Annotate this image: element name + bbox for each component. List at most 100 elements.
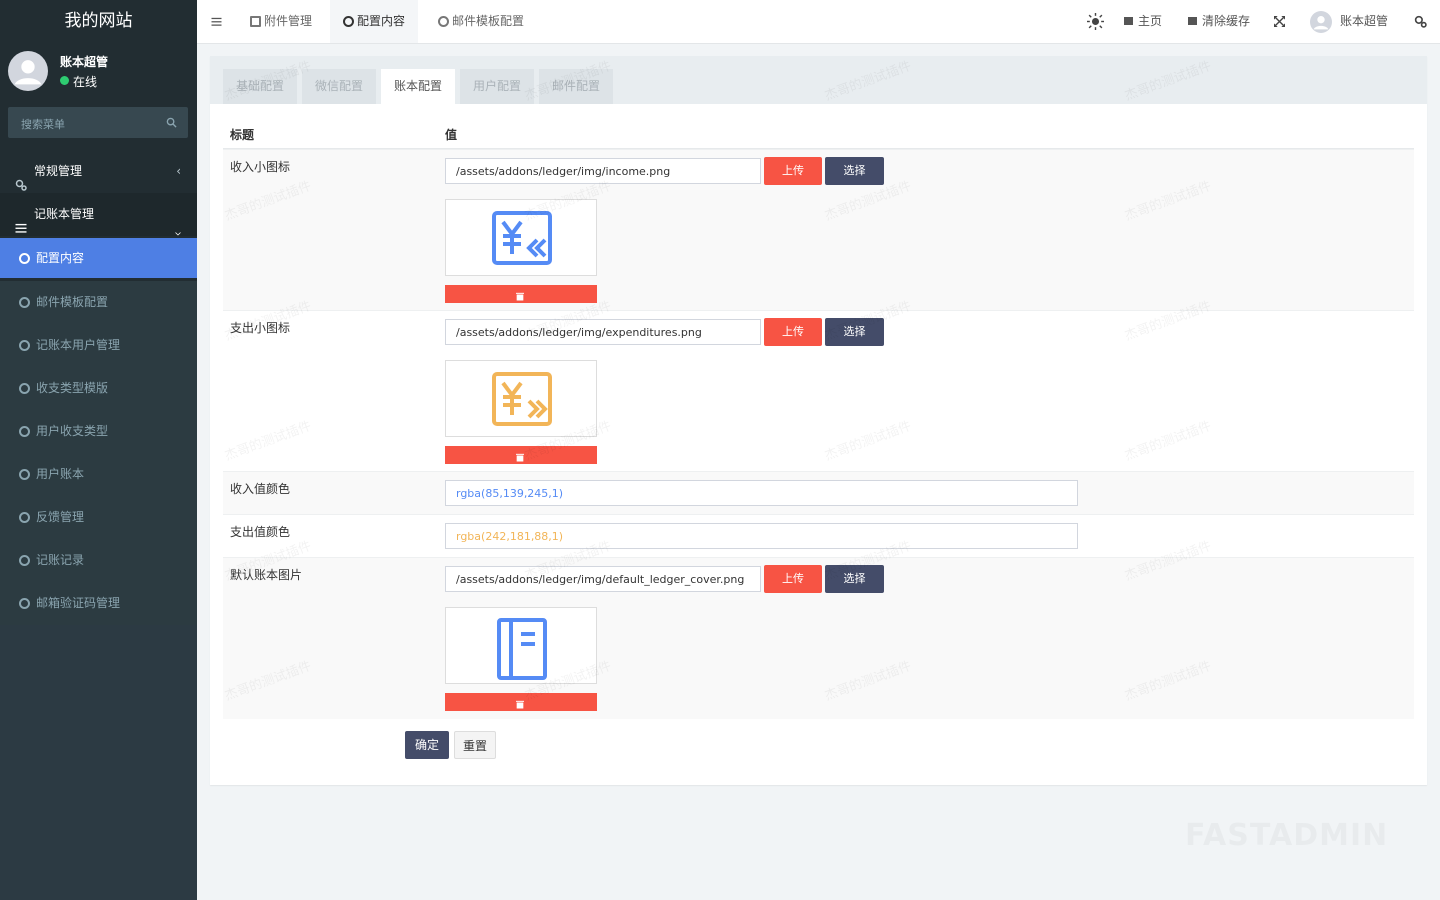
- link-icon: [1188, 17, 1197, 25]
- avatar-svg: [8, 51, 48, 91]
- preview-image-svg: [492, 211, 552, 265]
- upload-button[interactable]: 上传: [764, 565, 822, 593]
- settings-icon: [1414, 15, 1427, 28]
- settings-icon-svg: [1414, 15, 1427, 28]
- tab-icon: [250, 16, 261, 27]
- select-label: 选择: [843, 325, 866, 338]
- submenu-item[interactable]: 配置内容: [0, 238, 197, 278]
- submenu-item[interactable]: 反馈管理: [0, 496, 197, 539]
- config-row: 支出小图标/assets/addons/ledger/img/expenditu…: [223, 310, 1414, 472]
- trash-icon: [516, 290, 524, 301]
- submenu-label: 邮件模板配置: [36, 295, 109, 309]
- brand-watermark: FASTADMIN: [1185, 818, 1388, 853]
- menu-item[interactable]: 记账本管理: [0, 193, 197, 236]
- row-label: 默认账本图片: [230, 568, 303, 582]
- topbar: 附件管理 配置内容 邮件模板配置 主页 清除缓存 账本超管: [197, 0, 1440, 44]
- preview-image: [491, 371, 553, 433]
- delete-button[interactable]: [445, 285, 597, 303]
- row-label: 收入小图标: [230, 160, 291, 174]
- upload-button[interactable]: 上传: [764, 157, 822, 185]
- reset-button[interactable]: 重置: [454, 731, 496, 759]
- user-name: 账本超管: [60, 55, 109, 69]
- config-row: 收入小图标/assets/addons/ledger/img/income.pn…: [223, 149, 1414, 311]
- fullscreen-icon-svg: [1274, 16, 1285, 27]
- circle-icon: [19, 512, 30, 523]
- preview-image-svg: [497, 618, 547, 680]
- top-avatar-svg: [1310, 11, 1332, 33]
- theme-icon-svg: [1087, 13, 1104, 30]
- select-button[interactable]: 选择: [825, 157, 884, 185]
- upload-button[interactable]: 上传: [764, 318, 822, 346]
- submenu-label: 记账本用户管理: [36, 338, 121, 352]
- circle-icon: [19, 598, 30, 609]
- circle-icon: [19, 426, 30, 437]
- chevron: ‹: [176, 164, 181, 178]
- top-avatar: [1310, 11, 1332, 33]
- submenu-item[interactable]: 记账记录: [0, 539, 197, 582]
- link-label: 清除缓存: [1202, 14, 1251, 28]
- chevron-svg: [175, 232, 181, 236]
- sidebar: 我的网站账本超管在线搜索菜单常规管理 ‹ 记账本管理配置内容邮件模板配置 记账本用户管…: [0, 0, 197, 900]
- path-input[interactable]: /assets/addons/ledger/img/income.png: [445, 158, 761, 184]
- submenu-label: 邮箱验证码管理: [36, 596, 121, 610]
- submenu-label: 用户收支类型: [36, 424, 109, 438]
- select-button[interactable]: 选择: [825, 318, 884, 346]
- top-tab[interactable]: 附件管理: [237, 0, 325, 43]
- search-icon-svg: [166, 117, 177, 128]
- menu-item[interactable]: 常规管理 ‹: [0, 150, 197, 193]
- search-placeholder: 搜索菜单: [21, 118, 65, 131]
- row-label: 支出小图标: [230, 321, 291, 335]
- top-link[interactable]: 主页: [1124, 0, 1162, 43]
- logo[interactable]: 我的网站: [64, 11, 133, 31]
- config-tab[interactable]: 用户配置: [460, 69, 534, 104]
- select-button[interactable]: 选择: [825, 565, 884, 593]
- path-input[interactable]: /assets/addons/ledger/img/expenditures.p…: [445, 319, 761, 345]
- row-label: 支出值颜色: [230, 525, 291, 539]
- user-status: 在线: [73, 75, 98, 89]
- delete-button[interactable]: [445, 446, 597, 464]
- tab-label: 配置内容: [357, 14, 406, 28]
- trash-icon-svg: [516, 453, 524, 462]
- config-tab[interactable]: 基础配置: [223, 69, 297, 104]
- upload-label: 上传: [782, 164, 804, 177]
- submenu-label: 用户账本: [36, 467, 85, 481]
- select-label: 选择: [843, 164, 866, 177]
- top-tab[interactable]: 配置内容: [330, 0, 419, 43]
- circle-icon: [19, 383, 30, 394]
- top-link[interactable]: 清除缓存: [1188, 0, 1250, 43]
- circle-icon: [19, 555, 30, 566]
- submenu-item[interactable]: 收支类型模版: [0, 367, 197, 410]
- path-input[interactable]: /assets/addons/ledger/img/default_ledger…: [445, 566, 761, 592]
- submenu-label: 反馈管理: [36, 510, 85, 524]
- config-row: 收入值颜色 rgba(85,139,245,1): [223, 471, 1414, 515]
- top-tab[interactable]: 邮件模板配置: [425, 0, 537, 43]
- menu-icon: [15, 209, 27, 233]
- config-tab[interactable]: 微信配置: [302, 69, 376, 104]
- panel: 基础配置 微信配置 账本配置 用户配置 邮件配置 标题 值收入小图标/assets/addo…: [210, 56, 1427, 785]
- submenu-item[interactable]: 用户账本: [0, 453, 197, 496]
- config-tab[interactable]: 账本配置: [381, 69, 455, 104]
- tab-label: 邮件模板配置: [452, 14, 525, 28]
- submenu-item[interactable]: 邮箱验证码管理: [0, 582, 197, 625]
- hamburger: [211, 16, 222, 26]
- submenu-label: 记账记录: [36, 553, 85, 567]
- menu-label: 记账本管理: [34, 207, 95, 221]
- color-input[interactable]: rgba(242,181,88,1): [445, 523, 1078, 549]
- config-tab[interactable]: 邮件配置: [539, 69, 613, 104]
- submenu-item[interactable]: 邮件模板配置: [0, 281, 197, 324]
- top-user[interactable]: 账本超管: [1340, 14, 1389, 28]
- submenu-item[interactable]: 记账本用户管理: [0, 324, 197, 367]
- upload-label: 上传: [782, 325, 804, 338]
- submenu-item[interactable]: 用户收支类型: [0, 410, 197, 453]
- color-input[interactable]: rgba(85,139,245,1): [445, 480, 1078, 506]
- fullscreen-icon: [1274, 16, 1285, 27]
- submit-button[interactable]: 确定: [405, 731, 449, 759]
- delete-button[interactable]: [445, 693, 597, 711]
- upload-label: 上传: [782, 572, 804, 585]
- preview-image: [491, 210, 553, 272]
- circle-icon: [19, 297, 30, 308]
- tab-icon: [343, 16, 354, 27]
- sidebar-menu-area: 我的网站账本超管在线搜索菜单常规管理 ‹ 记账本管理配置内容邮件模板配置 记账本用户管…: [0, 0, 197, 625]
- search-box[interactable]: 搜索菜单: [8, 107, 188, 138]
